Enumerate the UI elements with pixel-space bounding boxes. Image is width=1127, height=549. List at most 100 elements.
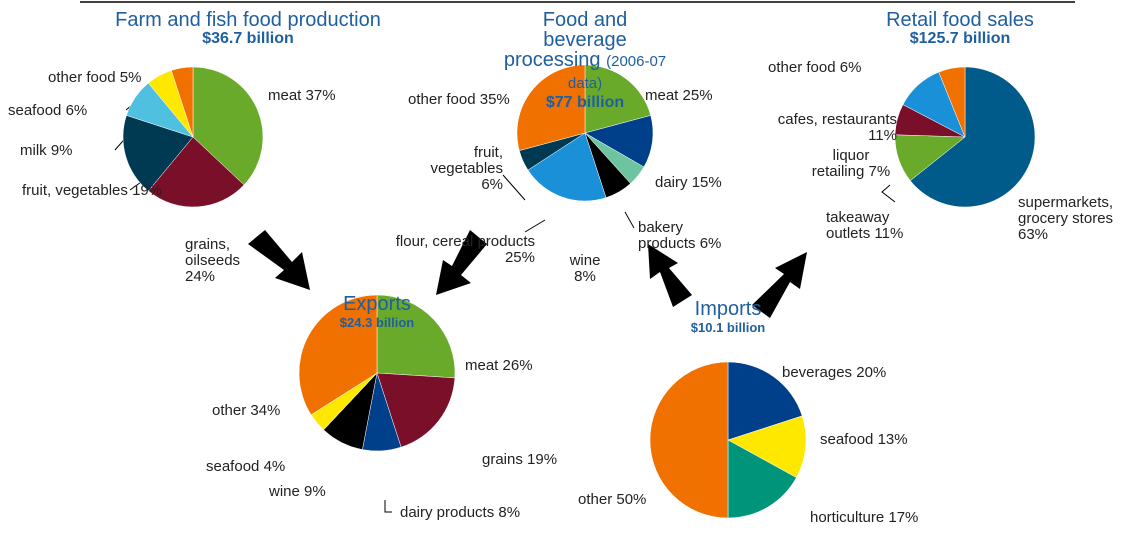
- pie-slice: [376, 294, 456, 379]
- category-name: other: [212, 402, 247, 419]
- category-name: beverages: [782, 364, 853, 381]
- slice-label: beverages 20%: [782, 365, 922, 381]
- slice-label: grains 19%: [482, 452, 582, 468]
- value-label: 15%: [691, 174, 722, 191]
- value-label: 6%: [481, 176, 503, 193]
- category-name: supermarkets, grocery stores: [1018, 194, 1114, 227]
- slice-label: supermarkets, grocery stores 63%: [1018, 195, 1127, 243]
- pie-slice: [727, 361, 803, 441]
- category-name: cafes, restaurants: [777, 111, 897, 128]
- slice-label: other food 35%: [408, 92, 548, 108]
- arrows: [248, 230, 807, 318]
- value-label: 34%: [250, 402, 281, 419]
- category-name: other food: [408, 91, 476, 108]
- slice-label: takeaway outlets 11%: [826, 210, 916, 242]
- pie-slice: [192, 66, 264, 186]
- value-label: 19%: [527, 451, 558, 468]
- pie-slice: [727, 439, 797, 519]
- value-label: 6%: [699, 235, 722, 252]
- category-name: horticulture: [810, 509, 885, 526]
- category-name: grains: [482, 451, 523, 468]
- slice-label: other food 6%: [768, 60, 888, 76]
- title-text: Exports: [343, 293, 411, 315]
- value-label: 37%: [305, 87, 336, 104]
- pie-slice: [649, 361, 729, 519]
- slice-label: seafood 13%: [820, 432, 940, 448]
- title-text: Farm and fish food production: [115, 9, 381, 31]
- chart-heading: Retail food sales $125.7 billion: [886, 10, 1034, 48]
- pie-slice: [376, 372, 456, 448]
- slice-label: seafood 6%: [8, 103, 108, 119]
- pie-slice: [584, 64, 651, 134]
- slice-label: liquor retailing 7%: [806, 148, 896, 180]
- chart-title: Exports: [340, 294, 414, 314]
- chart-subtitle: $125.7 billion: [909, 30, 1011, 47]
- value-label: 4%: [263, 458, 286, 475]
- slice-label: flour, cereal products 25%: [370, 234, 535, 266]
- pie-slice: [298, 294, 378, 416]
- slice-label: seafood 4%: [206, 459, 296, 475]
- chart-heading: Food and beverage processing (2006-07 da…: [500, 10, 670, 112]
- category-name: dairy: [655, 174, 688, 191]
- slice-label: wine 8%: [565, 253, 605, 285]
- value-label: 13%: [877, 431, 908, 448]
- chart-title: Retail food sales: [886, 10, 1034, 30]
- title-text: Retail food sales: [886, 9, 1034, 31]
- pie-slice: [938, 66, 966, 138]
- value-label: 50%: [616, 491, 647, 508]
- pie-slice: [171, 66, 194, 138]
- value-label: 9%: [50, 142, 73, 159]
- value-label: 17%: [888, 509, 919, 526]
- title-text: Food and beverage processing: [503, 9, 628, 71]
- category-name: liquor retailing: [811, 147, 870, 180]
- chart-heading: Imports $10.1 billion: [691, 299, 765, 337]
- value-label: 5%: [119, 69, 142, 86]
- category-name: other food: [768, 59, 836, 76]
- pie-slice: [727, 415, 807, 478]
- value-label: 8%: [498, 504, 521, 521]
- category-name: meat: [645, 87, 679, 104]
- slice-label: wine 9%: [269, 484, 349, 500]
- value-label: 20%: [856, 364, 887, 381]
- category-name: seafood: [8, 102, 62, 119]
- category-name: wine: [269, 483, 300, 500]
- category-name: flour, cereal products: [395, 233, 535, 250]
- category-name: takeaway outlets: [826, 209, 890, 242]
- value-label: 19%: [132, 182, 163, 199]
- value-label: 11%: [874, 225, 904, 242]
- slice-label: bakery products 6%: [638, 220, 738, 252]
- title-text: Imports: [694, 298, 762, 320]
- category-name: other: [578, 491, 613, 508]
- chart-subtitle: $36.7 billion: [202, 30, 294, 47]
- value-label: 6%: [839, 59, 862, 76]
- category-name: seafood: [206, 458, 260, 475]
- value-label: 25%: [682, 87, 713, 104]
- chart-heading: Exports $24.3 billion: [340, 294, 414, 332]
- slice-label: horticulture 17%: [810, 510, 960, 526]
- value-label: 11%: [868, 127, 897, 144]
- pie-slice: [527, 132, 607, 202]
- chart-title: Imports: [691, 299, 765, 319]
- slice-label: other food 5%: [48, 70, 158, 86]
- category-name: fruit, vegetables: [430, 144, 503, 177]
- category-name: wine: [569, 252, 601, 269]
- slice-label: cafes, restaurants 11%: [772, 112, 897, 144]
- chart-title: Food and beverage processing (2006-07 da…: [500, 10, 670, 94]
- slice-label: milk 9%: [20, 143, 110, 159]
- category-name: meat: [268, 87, 302, 104]
- category-name: meat: [465, 357, 499, 374]
- slice-label: fruit, vegetables 6%: [408, 145, 503, 193]
- chart-subtitle: $77 billion: [545, 94, 625, 111]
- pie-slice: [516, 64, 586, 151]
- slice-label: fruit, vegetables 19%: [22, 183, 172, 199]
- value-label: 63%: [1018, 226, 1049, 243]
- value-label: 8%: [574, 268, 596, 285]
- value-label: 35%: [479, 91, 510, 108]
- slice-label: grains, oilseeds 24%: [185, 237, 265, 285]
- category-name: seafood: [820, 431, 874, 448]
- pie-slice: [122, 115, 194, 192]
- value-label: 6%: [65, 102, 88, 119]
- chart-subtitle: $10.1 billion: [690, 320, 766, 335]
